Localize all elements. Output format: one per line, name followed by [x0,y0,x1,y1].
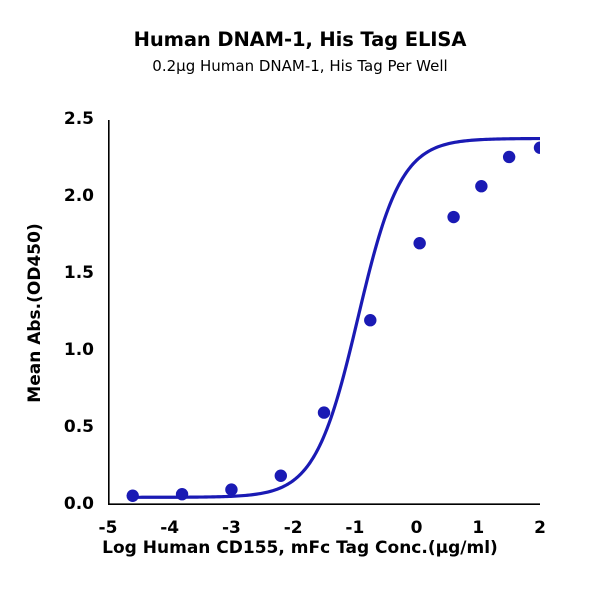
x-tick-label: -2 [283,518,303,538]
x-tick-label: -4 [160,518,180,538]
y-tick-label: 2.5 [63,109,94,129]
data-point [475,180,488,193]
plot-area [108,120,540,505]
y-tick-label: 0.0 [63,494,94,514]
x-axis-label: Log Human CD155, mFc Tag Conc.(µg/ml) [102,538,498,558]
data-point [447,210,460,224]
data-point [413,237,426,250]
x-tick-label: 0 [410,518,423,538]
y-axis-label: Mean Abs.(OD450) [25,222,45,403]
y-tick-label: 1.0 [63,340,94,360]
data-point [317,406,331,419]
y-tick-label: 0.5 [63,417,94,437]
x-tick-label: -5 [98,518,118,538]
data-point [225,483,238,496]
data-point [274,469,287,482]
data-point [126,489,139,502]
data-point [364,314,377,327]
data-point [533,141,540,154]
chart-title: Human DNAM-1, His Tag ELISA [133,28,467,51]
x-tick-label: 1 [472,518,485,538]
y-tick-label: 2.0 [63,186,94,206]
x-tick-label: -3 [221,518,241,538]
y-tick-label: 1.5 [63,263,94,283]
data-point [175,488,189,501]
x-tick-label: -1 [345,518,365,538]
chart-subtitle: 0.2µg Human DNAM-1, His Tag Per Well [152,57,448,75]
x-tick-label: 2 [534,518,546,538]
data-point [502,150,516,164]
chart-canvas [108,120,540,505]
